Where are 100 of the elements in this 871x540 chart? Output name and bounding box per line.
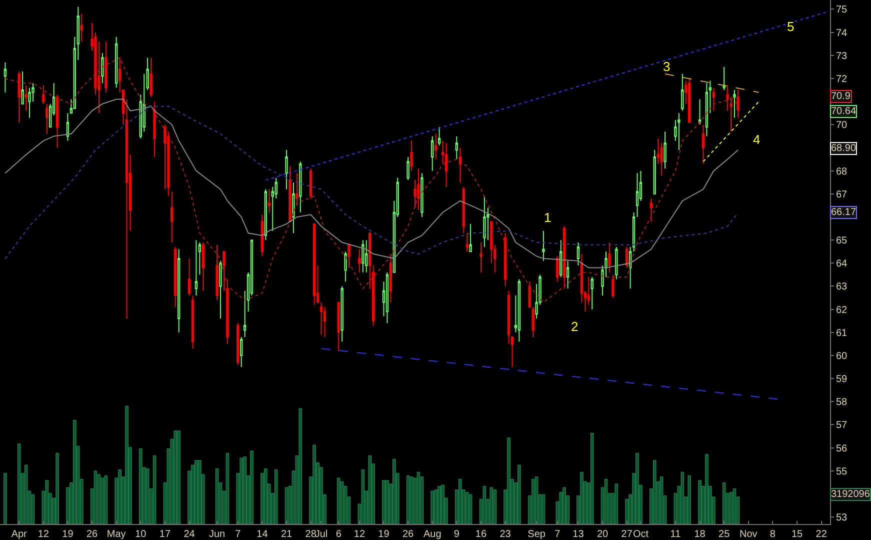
x-tick-label: 9 <box>454 529 460 540</box>
candlestick <box>114 36 118 88</box>
candlestick <box>288 166 292 222</box>
candlestick <box>21 71 24 104</box>
bar <box>652 460 656 524</box>
bar <box>298 408 302 524</box>
bar <box>336 478 340 524</box>
candlestick <box>174 246 177 308</box>
bar <box>580 472 584 524</box>
x-tick-label: 14 <box>256 529 268 540</box>
bar <box>386 480 389 524</box>
candlestick <box>660 142 663 176</box>
bar <box>4 473 7 524</box>
candlestick <box>444 142 448 188</box>
candlestick <box>542 230 545 262</box>
candlestick <box>736 90 740 118</box>
x-tick-label: 24 <box>184 529 196 540</box>
candlestick <box>504 232 507 287</box>
bar <box>139 448 142 524</box>
bar <box>56 453 59 524</box>
bar <box>406 475 410 524</box>
x-tick-label: Apr <box>11 529 28 540</box>
bar <box>250 450 254 524</box>
y-tick-label: 60 <box>836 350 848 362</box>
candlestick <box>344 251 347 282</box>
candlestick <box>348 244 350 268</box>
candlestick <box>337 302 340 352</box>
text: 70.64 <box>831 106 856 117</box>
bar <box>490 487 494 524</box>
candlestick <box>340 286 344 342</box>
x-tick-label: 15 <box>791 529 804 540</box>
candlestick <box>698 98 702 126</box>
bar <box>31 494 35 524</box>
candlestick <box>678 112 680 151</box>
x-tick-label: 19 <box>62 529 74 540</box>
y-tick-label: 70 <box>836 120 848 132</box>
candlestick <box>608 242 611 273</box>
bar <box>604 478 608 524</box>
bar <box>340 481 344 524</box>
candlestick <box>178 248 180 333</box>
annotation: 3 <box>663 59 670 74</box>
candlestick <box>299 161 302 213</box>
y-tick-label: 63 <box>836 282 848 293</box>
bar <box>45 480 49 524</box>
candlestick <box>480 242 482 273</box>
candlestick <box>455 136 458 160</box>
candlestick <box>28 87 31 118</box>
bar <box>17 444 21 524</box>
candlestick <box>434 133 438 160</box>
bar <box>518 464 521 524</box>
candlestick <box>236 322 240 366</box>
bar <box>94 470 98 524</box>
x-tick-label: May <box>106 529 126 540</box>
candlestick <box>438 126 441 146</box>
bar <box>97 474 101 524</box>
x-tick-label: 19 <box>378 529 390 540</box>
candlestick <box>406 156 410 181</box>
x-tick-label: 26 <box>86 529 98 540</box>
bar <box>614 484 618 524</box>
candlestick <box>483 196 486 248</box>
candlestick <box>4 62 7 93</box>
x-tick-label: Jun <box>208 529 226 540</box>
candlestick <box>681 73 684 112</box>
line-series <box>4 57 738 303</box>
bar <box>361 470 365 524</box>
x-tick-label: 23 <box>500 529 512 540</box>
x-tick-label: 20 <box>596 529 609 540</box>
x-tick-label: Jul <box>314 529 328 540</box>
y-tick-label: 58 <box>836 397 848 408</box>
y-tick-label: 62 <box>836 304 848 316</box>
candlestick <box>722 66 726 91</box>
y-tick-label: 67 <box>836 189 848 200</box>
text: 66.17 <box>831 207 856 218</box>
candlestick <box>358 248 361 273</box>
candlestick <box>733 90 736 118</box>
bar <box>722 482 726 524</box>
candlestick <box>312 223 316 306</box>
candlestick <box>365 240 368 273</box>
bar <box>174 430 178 524</box>
bar <box>382 480 386 524</box>
candlestick <box>458 147 462 183</box>
candlestick <box>576 242 580 266</box>
candlestick <box>386 272 389 324</box>
candlestick <box>420 172 424 218</box>
y-tick-label: 53 <box>836 512 848 524</box>
bar <box>284 487 288 524</box>
bar <box>226 453 230 524</box>
bar <box>534 476 538 524</box>
y-tick-label: 75 <box>836 4 848 16</box>
bar <box>482 486 486 524</box>
candlestick <box>202 242 205 292</box>
candlestick <box>296 172 298 206</box>
candlestick <box>615 246 618 280</box>
candlestick <box>188 258 191 296</box>
bar <box>636 453 639 524</box>
candlestick <box>153 101 156 158</box>
bar <box>660 476 664 524</box>
candlestick <box>219 260 222 320</box>
y-tick-label: 57 <box>836 420 848 432</box>
bar <box>416 472 420 524</box>
